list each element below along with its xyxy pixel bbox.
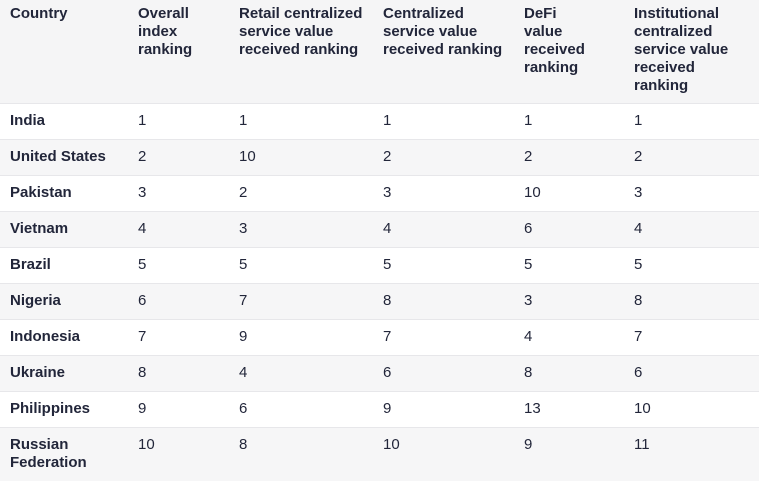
rank-cell: 2 (239, 184, 248, 201)
rank-cell: 3 (239, 220, 248, 237)
country-cell: India (10, 112, 46, 129)
rank-cell: 3 (383, 184, 392, 201)
table-row: Philippines 9 6 9 13 10 (0, 391, 759, 428)
rank-cell: 4 (634, 220, 643, 237)
rank-cell: 6 (524, 220, 533, 237)
rank-cell: 2 (634, 148, 643, 165)
rank-cell: 4 (383, 220, 392, 237)
table-row: Ukraine 8 4 6 8 6 (0, 355, 759, 392)
rank-cell: 3 (138, 184, 147, 201)
rank-cell: 1 (524, 112, 533, 129)
table-row: India 1 1 1 1 1 (0, 103, 759, 140)
rank-cell: 11 (634, 436, 650, 453)
rank-cell: 4 (138, 220, 147, 237)
rank-cell: 4 (524, 328, 533, 345)
rank-cell: 1 (383, 112, 392, 129)
rank-cell: 2 (138, 148, 147, 165)
table-row: Brazil 5 5 5 5 5 (0, 247, 759, 284)
header-row: Country Overall index ranking Retail centr… (0, 0, 759, 104)
rank-cell: 8 (634, 292, 643, 309)
table-row: United States 2 10 2 2 2 (0, 139, 759, 176)
table-row: Vietnam 4 3 4 6 4 (0, 211, 759, 248)
country-cell: Ukraine (10, 364, 66, 381)
rank-cell: 3 (634, 184, 643, 201)
table-row: Pakistan 3 2 3 10 3 (0, 175, 759, 212)
rank-cell: 7 (239, 292, 248, 309)
rank-cell: 7 (383, 328, 392, 345)
rank-cell: 6 (239, 400, 248, 417)
rank-cell: 2 (524, 148, 533, 165)
rank-cell: 7 (634, 328, 643, 345)
rank-cell: 6 (138, 292, 147, 309)
rank-cell: 5 (383, 256, 392, 273)
header-cell: DeFi value received ranking (514, 0, 624, 104)
rank-cell: 8 (524, 364, 533, 381)
rank-cell: 9 (524, 436, 533, 453)
rank-cell: 5 (524, 256, 533, 273)
table-header: Country Overall index ranking Retail centr… (0, 0, 759, 104)
header-cell: Retail centralized service value receive… (229, 0, 373, 104)
country-cell: Pakistan (10, 184, 72, 201)
country-cell: Philippines (10, 400, 91, 417)
rank-cell: 7 (138, 328, 147, 345)
header-cell: Country (0, 0, 128, 104)
rank-cell: 8 (383, 292, 392, 309)
rank-cell: 6 (383, 364, 392, 381)
rank-cell: 9 (239, 328, 248, 345)
rank-cell: 10 (138, 436, 155, 453)
rank-cell: 5 (634, 256, 643, 273)
country-cell: United States (10, 148, 106, 165)
table-row: Nigeria 6 7 8 3 8 (0, 283, 759, 320)
rank-cell: 10 (524, 184, 541, 201)
header-cell: Overall index ranking (128, 0, 229, 104)
country-cell: Vietnam (10, 220, 69, 237)
rank-cell: 10 (239, 148, 256, 165)
rank-cell: 2 (383, 148, 392, 165)
country-cell: Russian Federation (10, 436, 87, 471)
country-cell: Nigeria (10, 292, 61, 309)
rank-cell: 1 (239, 112, 248, 129)
rank-cell: 8 (138, 364, 147, 381)
rank-cell: 10 (634, 400, 651, 417)
rank-cell: 9 (138, 400, 147, 417)
rank-cell: 1 (138, 112, 147, 129)
rank-cell: 3 (524, 292, 533, 309)
rank-cell: 8 (239, 436, 248, 453)
rank-cell: 10 (383, 436, 400, 453)
country-cell: Indonesia (10, 328, 81, 345)
rank-cell: 9 (383, 400, 392, 417)
rank-cell: 5 (239, 256, 248, 273)
rank-cell: 13 (524, 400, 541, 417)
rank-cell: 1 (634, 112, 643, 129)
rank-cell: 4 (239, 364, 248, 381)
table-row: Russian Federation 10 8 10 9 11 (0, 427, 759, 481)
rank-cell: 5 (138, 256, 147, 273)
header-cell: Institutional centralized service value … (624, 0, 759, 104)
rank-cell: 6 (634, 364, 643, 381)
header-cell: Centralized service value received ranki… (373, 0, 514, 104)
table-body: India 1 1 1 1 1 United States 2 10 2 2 2 Pakistan 3 2 3… (0, 103, 759, 481)
table-row: Indonesia 7 9 7 4 7 (0, 319, 759, 356)
country-cell: Brazil (10, 256, 51, 273)
